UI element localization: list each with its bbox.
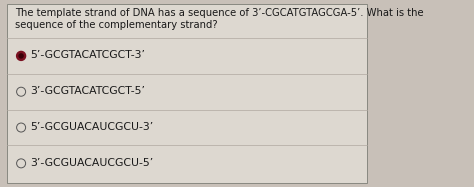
Text: The template strand of DNA has a sequence of 3’-CGCATGTAGCGA-5’. What is the: The template strand of DNA has a sequenc…	[15, 8, 424, 18]
Text: 5’-GCGTACATCGCT-3’: 5’-GCGTACATCGCT-3’	[31, 50, 146, 60]
Text: 5’-GCGUACAUCGCU-3’: 5’-GCGUACAUCGCU-3’	[31, 122, 154, 132]
Text: sequence of the complementary strand?: sequence of the complementary strand?	[15, 20, 218, 30]
Text: 3’-GCGTACATCGCT-5’: 3’-GCGTACATCGCT-5’	[31, 86, 146, 96]
Circle shape	[17, 51, 26, 60]
FancyBboxPatch shape	[7, 4, 367, 183]
Circle shape	[19, 54, 23, 58]
Text: 3’-GCGUACAUCGCU-5’: 3’-GCGUACAUCGCU-5’	[31, 158, 154, 168]
